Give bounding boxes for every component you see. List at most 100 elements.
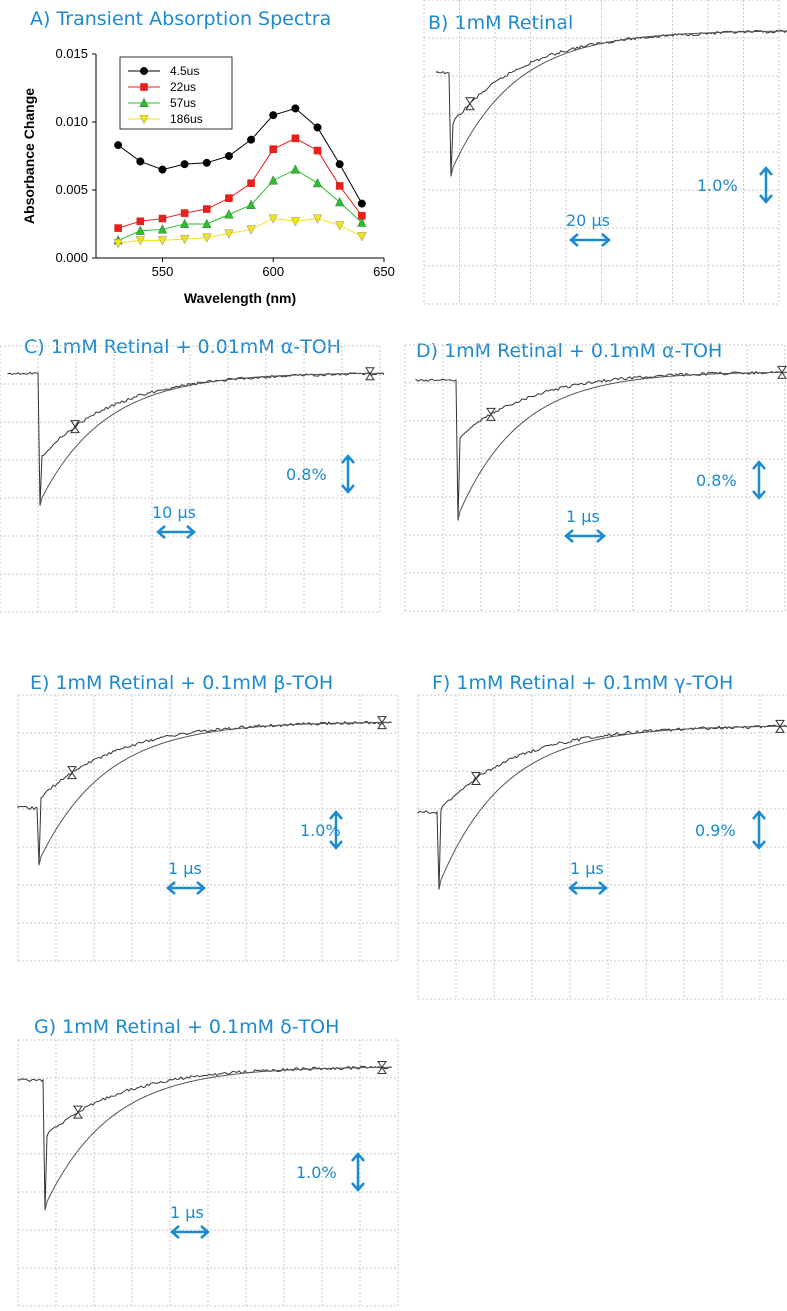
data-point (157, 224, 168, 234)
amplitude-scale-label: 1.0% (697, 176, 738, 195)
legend-label: 57us (170, 96, 196, 110)
signal-trace (436, 29, 787, 177)
data-point (113, 239, 123, 249)
cursor-marker (377, 1060, 387, 1074)
amplitude-scale-label: 1.0% (296, 1163, 337, 1182)
panel-d-scope: 0.8% 1 µs (404, 344, 787, 612)
y-tick-label: 0.010 (55, 114, 88, 129)
data-point (180, 160, 189, 169)
data-point (224, 229, 234, 239)
data-point (312, 214, 323, 224)
cursor-marker (471, 772, 481, 786)
data-point (269, 145, 278, 153)
data-point (290, 217, 301, 227)
cursor-marker (486, 407, 496, 421)
data-point (179, 218, 190, 229)
data-point (158, 214, 167, 223)
time-scale-label: 1 µs (170, 1203, 204, 1222)
series-57us (113, 164, 367, 245)
data-point (335, 196, 345, 207)
cursor-marker (70, 420, 80, 434)
legend: 4.5us 22us 57us 186us (119, 56, 233, 130)
data-point (136, 157, 145, 166)
y-tick-label: 0.000 (55, 250, 88, 265)
data-point (180, 209, 189, 217)
x-tick-label: 550 (152, 264, 174, 279)
data-point (157, 236, 168, 246)
panel-c-scope: 0.8% 10 µs (0, 345, 385, 613)
amplitude-scale-arrow (329, 810, 343, 850)
amplitude-scale-label: 0.8% (696, 471, 737, 490)
x-axis-label: Wavelength (nm) (184, 290, 296, 306)
panel-c-title: C) 1mM Retinal + 0.01mM α-TOH (24, 336, 341, 358)
data-point (202, 218, 212, 229)
y-tick-label: 0.005 (55, 182, 88, 197)
time-scale-label: 1 µs (168, 859, 202, 878)
amplitude-scale-arrow (752, 810, 766, 850)
signal-trace (7, 371, 385, 506)
data-point (202, 205, 211, 213)
data-point (224, 151, 233, 160)
data-point (114, 141, 123, 150)
data-point (335, 160, 344, 169)
legend-label: 22us (170, 80, 196, 94)
time-scale-arrow (568, 881, 608, 895)
cursor-marker (465, 97, 475, 111)
signal-trace (415, 370, 787, 521)
data-point (335, 182, 344, 190)
time-scale-arrow (156, 525, 196, 539)
series-22us (114, 134, 366, 232)
data-point (247, 179, 255, 187)
time-scale-label: 20 µs (566, 211, 610, 230)
panel-b-scope: 1.0% 20 µs (423, 0, 787, 305)
legend-box (119, 56, 233, 130)
legend-label: 4.5us (170, 64, 199, 78)
series-line (117, 169, 363, 241)
data-point (291, 104, 300, 113)
data-point (290, 164, 301, 174)
cursor-marker (777, 365, 787, 379)
signal-trace (17, 1065, 392, 1211)
panel-f-title: F) 1mM Retinal + 0.1mM γ-TOH (432, 672, 734, 694)
data-point (269, 111, 278, 120)
data-point (140, 83, 148, 91)
time-scale-arrow (564, 529, 606, 543)
data-point (246, 225, 256, 235)
amplitude-scale-arrow (341, 454, 355, 494)
data-point (135, 225, 145, 235)
data-point (179, 234, 190, 245)
series-186us (113, 214, 367, 249)
data-point (313, 123, 322, 132)
panel-a-title: A) Transient Absorption Spectra (30, 8, 332, 30)
panel-f-scope: 0.9% 1 µs (417, 694, 787, 1000)
scope-grid (423, 0, 780, 305)
y-axis-label: Absorbance Change (21, 88, 37, 224)
data-point (247, 135, 256, 144)
fit-curve (39, 372, 385, 506)
data-point (357, 232, 367, 242)
scope-grid (404, 344, 786, 612)
panel-b-title: B) 1mM Retinal (428, 12, 574, 34)
data-point (114, 224, 122, 232)
data-point (136, 217, 145, 226)
data-point (202, 233, 212, 243)
data-point (268, 214, 278, 224)
cursor-marker (67, 766, 77, 780)
fit-curve (38, 721, 393, 866)
panel-g-scope: 1.0% 1 µs (17, 1039, 399, 1307)
data-point (139, 97, 149, 108)
data-point (246, 199, 256, 209)
x-tick-label: 600 (262, 264, 284, 279)
scope-grid (17, 694, 399, 962)
fit-curve (450, 30, 787, 177)
amplitude-scale-arrow (759, 166, 773, 204)
scope-grid (17, 1039, 399, 1307)
time-scale-arrow (170, 1225, 210, 1239)
data-point (312, 177, 323, 188)
data-point (268, 175, 278, 185)
time-scale-label: 1 µs (566, 507, 600, 526)
amplitude-scale-label: 0.9% (695, 821, 736, 840)
panel-e-scope: 1.0% 1 µs (17, 694, 399, 962)
series-line (118, 137, 363, 229)
y-tick-label: 0.015 (55, 46, 88, 61)
